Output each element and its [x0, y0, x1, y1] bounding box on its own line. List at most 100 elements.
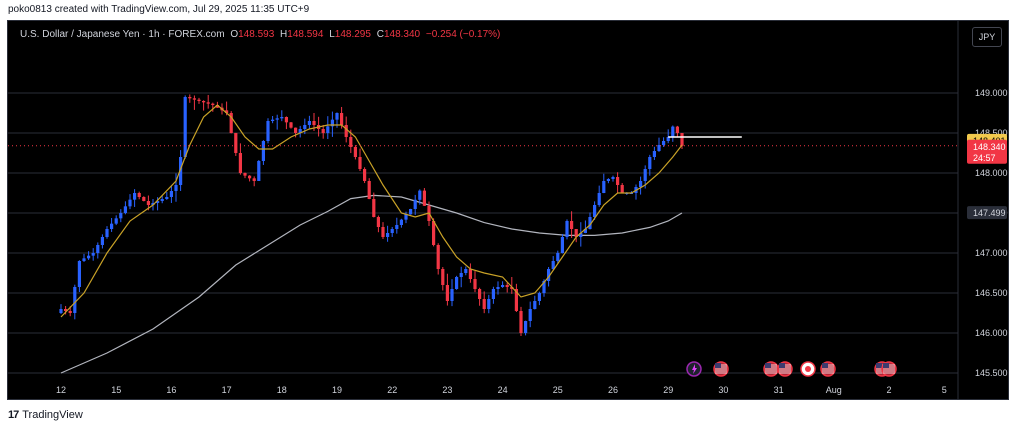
candle-body	[289, 122, 293, 128]
us-flag-icon-canton	[876, 363, 882, 368]
candle-body	[307, 121, 311, 125]
candle-body	[413, 199, 417, 209]
us-flag-icon[interactable]	[777, 361, 793, 377]
y-tick-label: 145.500	[975, 368, 1008, 378]
y-tick-label: 149.000	[975, 88, 1008, 98]
candle-body	[418, 190, 422, 200]
candle-body	[455, 277, 459, 289]
candle-body	[174, 185, 178, 191]
us-flag-icon-canton	[715, 363, 721, 368]
candle-body	[648, 157, 652, 169]
candle-body	[169, 191, 173, 197]
candle-body	[133, 193, 137, 200]
candle-body	[197, 99, 201, 101]
candle-body	[620, 185, 624, 193]
candle-body	[657, 145, 661, 151]
candle-body	[450, 289, 454, 301]
countdown-tag: 24:57	[973, 153, 996, 163]
candle-body	[372, 199, 376, 217]
candle-body	[128, 199, 132, 207]
candle-body	[206, 102, 210, 104]
candle-body	[229, 113, 233, 133]
us-flag-icon-canton	[765, 363, 771, 368]
candle-body	[344, 125, 348, 137]
candle-body	[528, 309, 532, 321]
last-price-tag-bg	[967, 139, 1007, 164]
candle-body	[211, 103, 215, 105]
jp-flag-icon[interactable]	[800, 361, 816, 377]
open-label: O	[230, 29, 239, 40]
candle-body	[510, 287, 514, 289]
close-label: C	[376, 29, 384, 40]
candle-body	[478, 289, 482, 299]
candle-body	[303, 125, 307, 129]
candle-body	[395, 225, 399, 229]
candle-body	[243, 173, 247, 176]
us-flag-icon[interactable]	[763, 361, 779, 377]
candle-body	[574, 229, 578, 237]
candle-body	[565, 221, 569, 237]
candle-body	[639, 181, 643, 187]
candle-body	[519, 311, 523, 333]
candle-body	[409, 209, 413, 215]
chart-frame[interactable]: 149.000148.500148.000147.500147.000146.5…	[7, 20, 1009, 400]
us-flag-icon[interactable]	[713, 361, 729, 377]
x-tick-label: 23	[442, 385, 452, 395]
candle-body	[59, 309, 63, 313]
candle-body	[183, 97, 187, 157]
candle-body	[156, 201, 160, 203]
candle-body	[349, 137, 353, 147]
candle-body	[367, 181, 371, 199]
candle-body	[105, 229, 109, 237]
candle-body	[652, 151, 656, 157]
us-flag-icon[interactable]	[820, 361, 836, 377]
candle-body	[464, 269, 468, 273]
candle-body	[616, 177, 620, 185]
x-tick-label: 30	[718, 385, 728, 395]
candle-body	[399, 219, 403, 225]
candle-body	[96, 245, 100, 253]
candle-body	[100, 237, 104, 245]
candle-body	[675, 126, 679, 133]
candle-body	[432, 221, 436, 245]
candle-body	[611, 177, 615, 179]
candle-body	[266, 121, 270, 141]
x-tick-label: 19	[332, 385, 342, 395]
candle-body	[225, 110, 229, 113]
footer-bar: 17 TradingView	[0, 400, 1024, 430]
candle-body	[326, 126, 330, 133]
candle-body	[335, 113, 339, 120]
lightning-icon[interactable]	[686, 361, 702, 377]
y-tick-label: 146.000	[975, 328, 1008, 338]
us-flag-icon[interactable]	[881, 361, 897, 377]
candle-body	[390, 229, 394, 233]
currency-button[interactable]: JPY	[972, 27, 1002, 47]
candle-body	[445, 285, 449, 301]
candle-body	[496, 287, 500, 289]
candle-body	[579, 233, 583, 237]
x-tick-label: 25	[553, 385, 563, 395]
candle-body	[363, 169, 367, 181]
candle-body	[597, 193, 601, 205]
candle-body	[284, 117, 288, 123]
candle-body	[662, 141, 666, 145]
candle-body	[119, 213, 123, 219]
x-tick-label: 26	[608, 385, 618, 395]
last-price-tag: 148.340	[973, 142, 1006, 152]
candle-body	[142, 197, 146, 201]
open-value: 148.593	[238, 29, 275, 40]
candle-body	[551, 261, 555, 269]
current-level-line[interactable]	[8, 136, 958, 147]
us-flag-icon-canton	[779, 363, 785, 368]
candle-body	[114, 218, 118, 224]
price-chart[interactable]: 149.000148.500148.000147.500147.000146.5…	[8, 21, 1008, 399]
x-tick-label: 5	[942, 385, 947, 395]
candle-body	[87, 255, 91, 259]
candle-body	[602, 181, 606, 193]
candle-body	[422, 190, 426, 206]
candle-body	[524, 321, 528, 333]
ma-fast-line	[60, 104, 683, 318]
time-axis[interactable]: 12 15 16 17 18 19 22 23 24 25 26 29 30 31 Aug 2 5	[56, 385, 947, 395]
economic-events[interactable]	[686, 361, 897, 377]
tradingview-logo[interactable]: 17 TradingView	[8, 409, 83, 421]
